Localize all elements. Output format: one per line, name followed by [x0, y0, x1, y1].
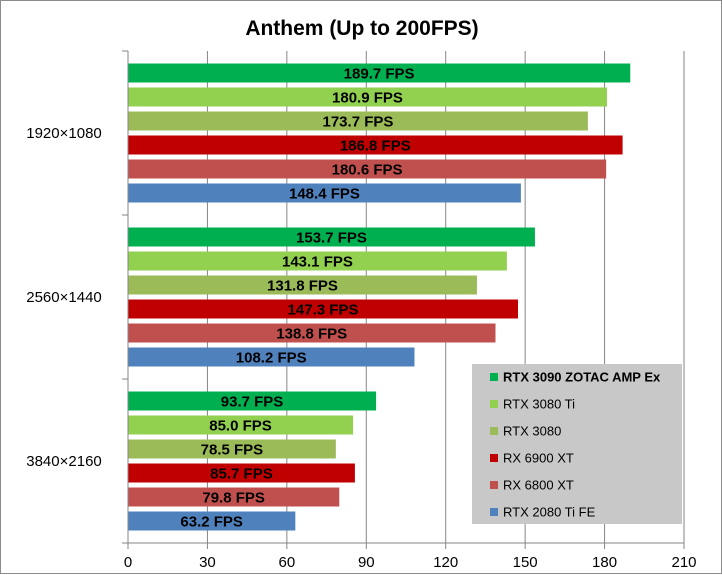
legend-entry: RTX 3080 Ti: [503, 397, 575, 412]
bar-data-label: 108.2 FPS: [236, 350, 307, 367]
bar-data-label: 93.7 FPS: [221, 394, 284, 411]
bar-data-label: 173.7 FPS: [323, 114, 394, 131]
bar: [128, 87, 607, 107]
category-label: 1920×1080: [26, 125, 102, 142]
bar: [128, 439, 336, 459]
grid-layer: [127, 51, 685, 543]
bar-data-label: 143.1 FPS: [282, 254, 353, 271]
bar: [128, 251, 507, 271]
axis-layer: 0 30 60 90 120 150 180 210 1920×1080 2560×1440 384…: [26, 50, 697, 571]
legend-swatch: [490, 427, 498, 435]
legend-entry: RTX 3090 ZOTAC AMP Ex: [503, 370, 661, 385]
legend-box: [472, 364, 682, 524]
bar: [128, 227, 535, 247]
bar: [128, 391, 377, 411]
legend-entry: RX 6900 XT: [503, 451, 574, 466]
bar-layer: 189.7 FPS 180.9 FPS 173.7 FPS 186.8 FPS 180.…: [128, 63, 631, 531]
x-tick-label: 60: [279, 554, 296, 571]
bar-data-label: 147.3 FPS: [288, 302, 359, 319]
bar-data-label: 186.8 FPS: [340, 138, 411, 155]
x-tick-label: 180: [592, 554, 617, 571]
legend-swatch: [490, 373, 498, 381]
legend-swatch: [490, 481, 498, 489]
bar-data-label: 138.8 FPS: [276, 326, 347, 343]
bar: [128, 415, 354, 435]
bar-data-label: 148.4 FPS: [289, 186, 360, 203]
bar-data-label: 180.9 FPS: [332, 90, 403, 107]
legend: RTX 3090 ZOTAC AMP Ex RTX 3080 Ti RTX 3080…: [472, 364, 682, 524]
bar: [128, 323, 496, 343]
x-tick-label: 120: [433, 554, 458, 571]
bar-data-label: 85.0 FPS: [209, 418, 272, 435]
bar: [128, 511, 296, 531]
bar: [128, 347, 415, 367]
bar: [128, 111, 588, 131]
x-tick-label: 30: [199, 554, 216, 571]
bar-data-label: 79.8 FPS: [202, 490, 265, 507]
category-label: 3840×2160: [26, 453, 102, 470]
legend-swatch: [490, 400, 498, 408]
bar-data-label: 153.7 FPS: [296, 230, 367, 247]
x-tick-label: 150: [513, 554, 538, 571]
bar: [128, 63, 631, 83]
legend-swatch: [490, 454, 498, 462]
bar: [128, 299, 518, 319]
category-label: 2560×1440: [26, 289, 102, 306]
bar-data-label: 63.2 FPS: [180, 514, 243, 531]
bar: [128, 487, 340, 507]
bar: [128, 463, 355, 483]
bar: [128, 135, 623, 155]
bar: [128, 275, 477, 295]
x-tick-label: 0: [124, 554, 132, 571]
legend-entry: RTX 2080 Ti FE: [503, 505, 596, 520]
bar: [128, 183, 521, 203]
x-tick-label: 90: [358, 554, 375, 571]
bar-data-label: 85.7 FPS: [210, 466, 273, 483]
legend-swatch: [490, 508, 498, 516]
bar-data-label: 78.5 FPS: [201, 442, 264, 459]
bar-data-label: 189.7 FPS: [344, 66, 415, 83]
bar-data-label: 180.6 FPS: [332, 162, 403, 179]
legend-entry: RTX 3080: [503, 424, 561, 439]
bar-data-label: 131.8 FPS: [267, 278, 338, 295]
x-tick-label: 210: [671, 554, 696, 571]
chart-title: Anthem (Up to 200FPS): [245, 17, 478, 40]
legend-entry: RX 6800 XT: [503, 478, 574, 493]
bar: [128, 159, 607, 179]
